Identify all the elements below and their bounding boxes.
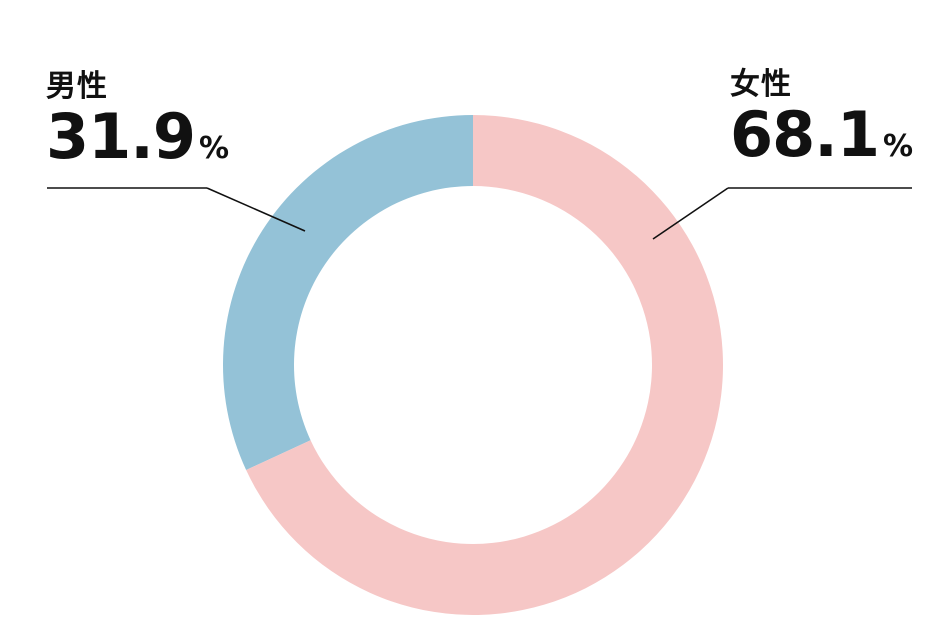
label-male-name: 男性 [46,69,108,104]
leader-line-female-diagonal [652,187,729,240]
label-female-value: 68.1 [730,98,880,171]
donut-slice-male [222,115,473,471]
donut-slice-female [246,115,723,615]
label-male-value: 31.9 [46,100,196,173]
label-female-unit: % [882,129,914,164]
label-male-unit: % [198,131,230,166]
label-male: 男性 31.9% [46,72,229,168]
leader-line-male-diagonal [206,187,306,232]
label-female-value-line: 68.1% [730,104,913,166]
label-female-name: 女性 [730,67,792,102]
label-female: 女性 68.1% [730,70,913,166]
label-male-value-line: 31.9% [46,106,229,168]
